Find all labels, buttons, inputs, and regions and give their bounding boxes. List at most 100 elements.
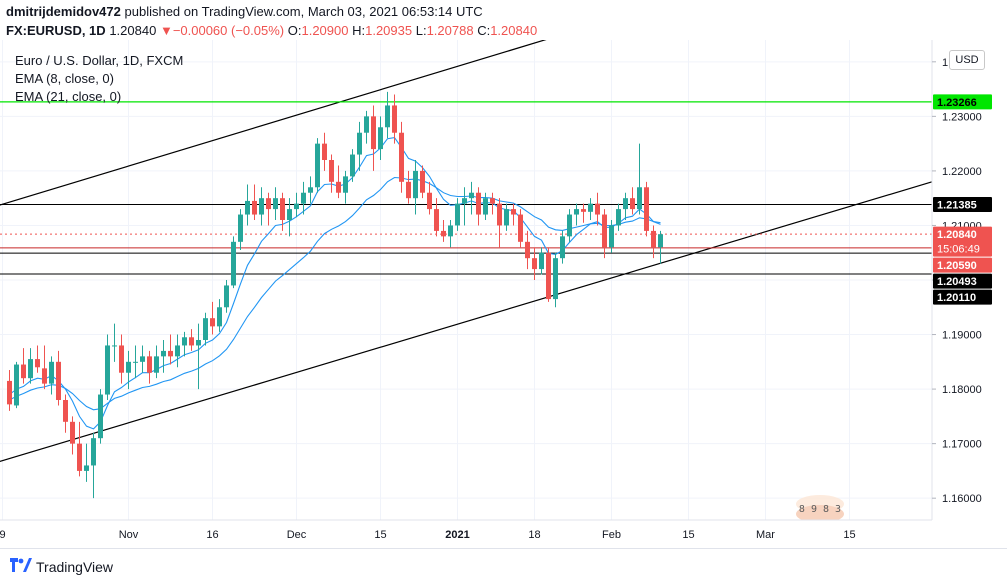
x-tick-label: 15 [843, 529, 855, 541]
candle [196, 323, 201, 390]
candle-body [147, 356, 152, 373]
candle [14, 361, 19, 409]
candle [637, 143, 642, 215]
x-tick-label: 16 [206, 529, 218, 541]
candle-body [91, 438, 96, 466]
time-axis-background [0, 520, 932, 548]
price-label-1.21385: 1.21385 [933, 196, 992, 212]
candle [147, 350, 152, 384]
candle-body [161, 350, 166, 357]
y-tick-label: 1.19000 [942, 330, 982, 342]
price-label-1.20840: 1.20840 15:06:49 [933, 226, 992, 257]
candle-body [448, 225, 453, 237]
candle-body [7, 380, 12, 405]
candle [329, 154, 334, 193]
candle [469, 181, 474, 215]
tradingview-brand[interactable]: TradingView [36, 559, 114, 575]
candle [357, 121, 362, 171]
candle-body [553, 258, 558, 300]
candle-body [616, 209, 621, 226]
candle [287, 198, 292, 237]
candle [602, 209, 607, 259]
candle-body [497, 203, 502, 226]
candle-body [336, 181, 341, 193]
candle [567, 209, 572, 242]
candle-body [385, 105, 390, 128]
candle-body [651, 230, 656, 248]
candle-body [581, 209, 586, 212]
candle-body [280, 198, 285, 220]
price-chart[interactable]: 8 9 8 37 0 5 31.240001.230001.220001.210… [0, 40, 1007, 548]
candle-body [476, 192, 481, 215]
author-name[interactable]: dmitrijdemidov472 [6, 4, 121, 19]
candle-body [217, 307, 222, 327]
price-label-text: 1.20840 [937, 229, 977, 241]
candle-body [546, 252, 551, 300]
tradingview-logo-icon[interactable] [10, 558, 32, 572]
x-tick-label: 2021 [445, 529, 469, 541]
candle-body [392, 105, 397, 133]
legend-title[interactable]: Euro / U.S. Dollar, 1D, FXCM [15, 53, 184, 68]
candle-body [42, 368, 47, 384]
candle [539, 247, 544, 275]
candle [119, 334, 124, 384]
candle [301, 181, 306, 215]
candle [560, 230, 565, 264]
publish-text: published on TradingView.com, March 03, … [124, 4, 483, 19]
candle-body [273, 198, 278, 210]
candle-body [560, 236, 565, 259]
candle-body [168, 350, 173, 357]
close-label: C: [477, 23, 491, 38]
candle-body [35, 359, 40, 368]
change-arrow-icon: ▼ [159, 23, 173, 38]
candle [21, 348, 26, 384]
candle-body [266, 198, 271, 210]
candle [504, 203, 509, 231]
candle-body [630, 198, 635, 210]
price-label-box [933, 257, 992, 273]
legend-ema-21[interactable]: EMA (21, close, 0) [15, 89, 122, 104]
candle-body [350, 154, 355, 177]
candle-body [434, 209, 439, 231]
candle [266, 192, 271, 226]
watermark-text: 8 9 8 3 [799, 504, 841, 515]
candle [511, 203, 516, 226]
y-tick-label: 1.18000 [942, 384, 982, 396]
candle-body [420, 170, 425, 193]
candle [140, 345, 145, 373]
candle [280, 192, 285, 231]
candle [343, 170, 348, 204]
candle [441, 220, 446, 242]
candle-body [357, 132, 362, 155]
candle-body [644, 187, 649, 231]
candle [133, 345, 138, 379]
x-tick-label: 15 [682, 529, 694, 541]
candle-body [637, 187, 642, 210]
candle [77, 421, 82, 477]
candle-body [140, 356, 145, 362]
currency-label[interactable]: USD [949, 50, 985, 70]
candle [553, 252, 558, 308]
candle-body [371, 116, 376, 150]
candle [322, 132, 327, 171]
candle-body [315, 143, 320, 188]
candle [252, 184, 257, 220]
candle [462, 187, 467, 226]
price-label-box [933, 94, 992, 110]
candle-body [441, 230, 446, 237]
candle-body [154, 356, 159, 373]
candle-body [455, 203, 460, 226]
candle [399, 121, 404, 193]
candle-body [469, 192, 474, 199]
candle-body [539, 252, 544, 270]
candle-body [182, 337, 187, 346]
legend-ema-8[interactable]: EMA (8, close, 0) [15, 71, 114, 86]
candle-body [210, 318, 215, 327]
candle-body [532, 258, 537, 270]
candle-body [189, 337, 194, 346]
low-value: 1.20788 [426, 23, 474, 38]
candle [574, 203, 579, 226]
candle-body [203, 318, 208, 340]
y-tick-label: 1.17000 [942, 439, 982, 451]
candle-body [504, 209, 509, 226]
